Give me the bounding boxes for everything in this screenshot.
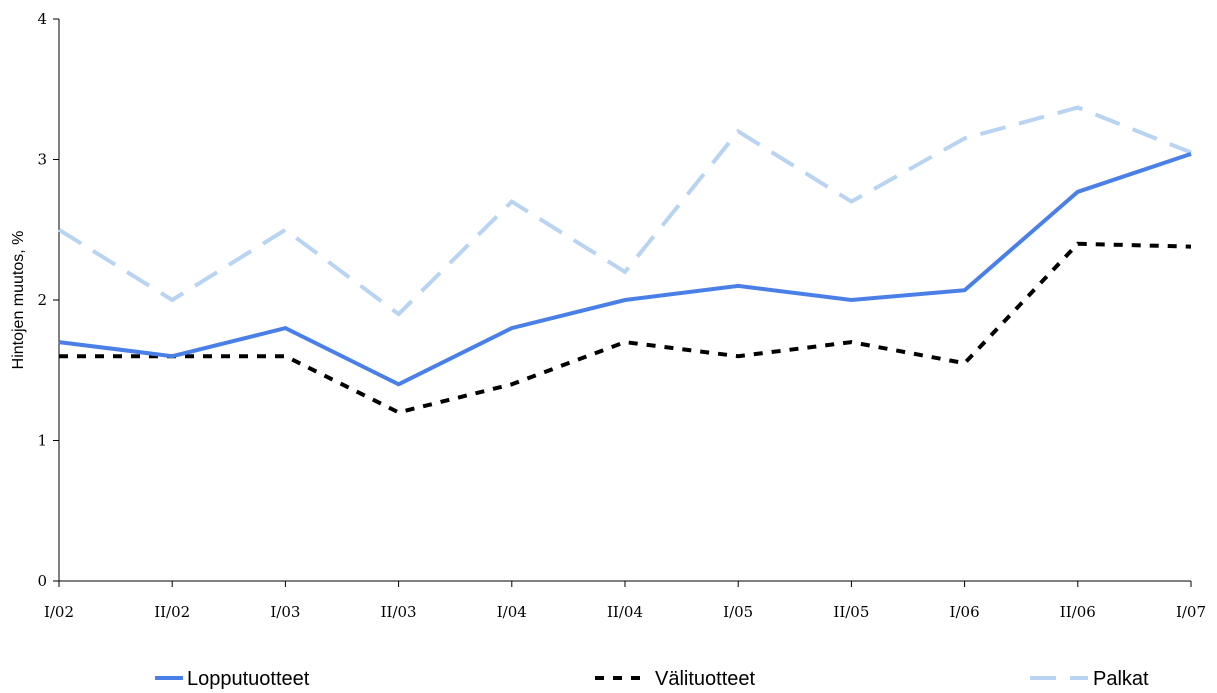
y-tick-label: 2 [37,291,47,309]
series-line-välituotteet [59,241,1192,415]
x-tick-label: I/07 [1176,603,1206,621]
legend: Lopputuotteet Välituotteet Palkat [155,668,1149,690]
plot-area: 0 1 2 3 4 I/02 II/02 I/03 II/03 I/04 II/04 I/05 II/0… [37,10,1206,621]
x-tick-label: I/04 [497,603,527,621]
x-tick-label: I/03 [270,603,300,621]
legend-label-palkat: Palkat [1093,668,1149,690]
series-line-lopputuotteet [58,152,1192,387]
x-tick-label: II/06 [1060,603,1096,621]
y-tick-label: 3 [37,151,47,169]
x-tick-label: II/04 [607,603,643,621]
y-tick-label: 4 [37,10,47,28]
y-tick-label: 0 [37,572,47,590]
y-tick-label: 1 [37,432,47,450]
x-tick-label: II/02 [154,603,190,621]
y-axis-label: Hintojen muutos, % [10,231,27,370]
legend-label-lopputuotteet: Lopputuotteet [187,668,310,690]
x-tick-label: II/03 [381,603,417,621]
x-tick-label: I/05 [723,603,753,621]
series-line-palkat [57,105,1192,317]
x-tick-label: I/06 [950,603,980,621]
legend-label-välituotteet: Välituotteet [655,668,756,690]
x-tick-label: I/02 [44,603,74,621]
x-tick-label: II/05 [833,603,869,621]
